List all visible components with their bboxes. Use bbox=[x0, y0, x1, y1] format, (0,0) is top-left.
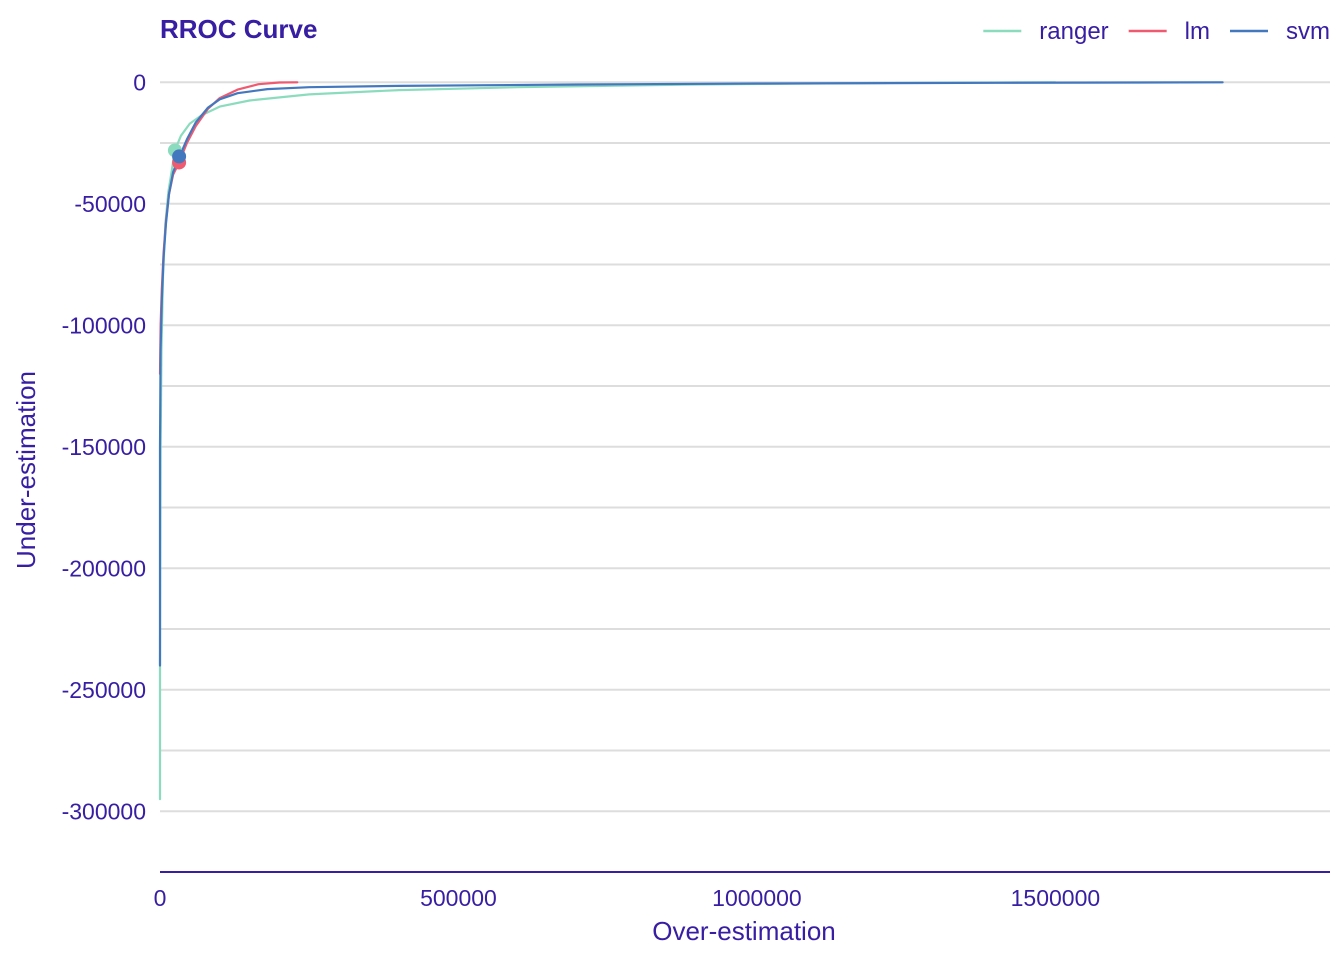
chart-title: RROC Curve bbox=[160, 14, 317, 44]
y-tick-label: -150000 bbox=[62, 434, 146, 460]
x-tick-label: 500000 bbox=[420, 885, 497, 911]
legend-item-lm: lm bbox=[1128, 18, 1210, 45]
legend-label-ranger: ranger bbox=[1039, 18, 1108, 45]
series-line-lm bbox=[158, 81, 299, 375]
series-points bbox=[167, 143, 187, 170]
legend-label-svm: svm bbox=[1286, 18, 1330, 45]
series-lines bbox=[158, 81, 1224, 801]
axes: 0 -50000 -100000 -150000 -200000 -250000 -3000… bbox=[62, 69, 1330, 911]
x-axis-label: Over-estimation bbox=[652, 916, 836, 946]
x-tick-label: 0 bbox=[154, 885, 167, 911]
y-tick-label: -250000 bbox=[62, 677, 146, 703]
legend-label-lm: lm bbox=[1185, 18, 1210, 45]
legend: ranger lm svm bbox=[983, 18, 1330, 45]
legend-item-ranger: ranger bbox=[983, 18, 1109, 45]
series-point-svm bbox=[172, 149, 187, 164]
y-axis-label: Under-estimation bbox=[11, 371, 41, 569]
y-tick-label: 0 bbox=[133, 69, 146, 95]
x-tick-label: 1000000 bbox=[712, 885, 802, 911]
y-tick-label: -200000 bbox=[62, 555, 146, 581]
y-tick-label: -100000 bbox=[62, 312, 146, 338]
series-line-ranger bbox=[158, 81, 1057, 801]
x-tick-label: 1500000 bbox=[1011, 885, 1101, 911]
y-tick-label: -50000 bbox=[74, 191, 146, 217]
legend-item-svm: svm bbox=[1230, 18, 1330, 45]
y-tick-label: -300000 bbox=[62, 798, 146, 824]
gridlines bbox=[160, 81, 1330, 813]
series-line-svm bbox=[158, 81, 1224, 667]
